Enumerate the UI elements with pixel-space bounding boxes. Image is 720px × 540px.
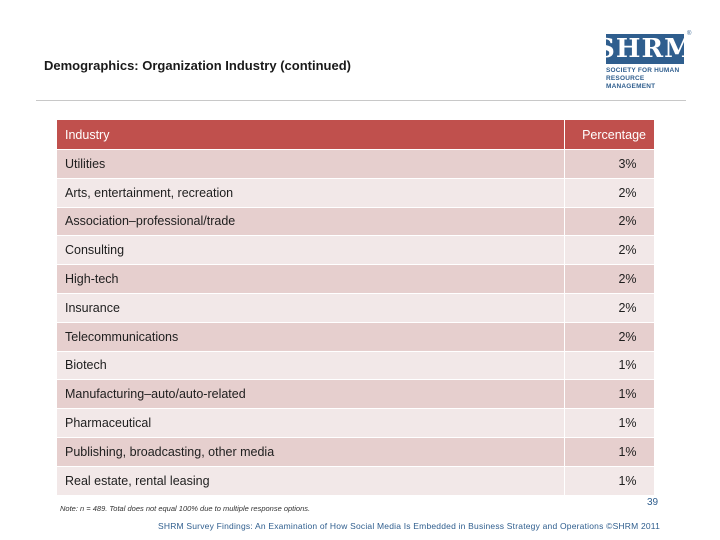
logo-line-1: SOCIETY FOR HUMAN: [606, 67, 680, 74]
table-row: Association–professional/trade 2%: [56, 206, 655, 237]
industry-cell: Real estate, rental leasing: [56, 465, 565, 496]
percentage-cell: 2%: [564, 292, 655, 323]
percentage-cell: 1%: [564, 436, 655, 467]
table-row: Real estate, rental leasing 1%: [56, 465, 655, 496]
table-row: Publishing, broadcasting, other media 1%: [56, 436, 655, 467]
logo-mark: SHRM: [596, 34, 694, 64]
percentage-cell: 3%: [564, 149, 655, 179]
logo-subtitle: SOCIETY FOR HUMAN RESOURCE MANAGEMENT: [606, 67, 688, 91]
logo-trademark: ®: [687, 31, 692, 37]
percentage-cell: 2%: [564, 264, 655, 294]
percentage-cell: 2%: [564, 177, 655, 208]
industry-cell: High-tech: [56, 264, 565, 294]
percentage-cell: 2%: [564, 206, 655, 237]
percentage-cell: 1%: [564, 350, 655, 381]
footer-text: SHRM Survey Findings: An Examination of …: [158, 521, 661, 531]
page-title: Demographics: Organization Industry (con…: [44, 58, 351, 73]
column-header-percentage: Percentage: [564, 119, 655, 150]
percentage-cell: 1%: [564, 465, 655, 496]
industry-cell: Biotech: [56, 350, 565, 381]
column-header-industry: Industry: [56, 119, 565, 150]
table-row: Pharmaceutical 1%: [56, 408, 655, 438]
table-row: Insurance 2%: [56, 292, 655, 323]
table-row: Utilities 3%: [56, 149, 655, 179]
percentage-cell: 1%: [564, 379, 655, 410]
industry-cell: Utilities: [56, 149, 565, 179]
table-row: Arts, entertainment, recreation 2%: [56, 177, 655, 208]
industry-cell: Publishing, broadcasting, other media: [56, 436, 565, 467]
table-note: Note: n = 489. Total does not equal 100%…: [60, 504, 311, 513]
industry-cell: Telecommunications: [56, 321, 565, 352]
industry-cell: Pharmaceutical: [56, 408, 565, 438]
industry-cell: Association–professional/trade: [56, 206, 565, 237]
page-number: 39: [647, 497, 659, 508]
table-header-row: Industry Percentage: [56, 119, 655, 150]
table-row: Telecommunications 2%: [56, 321, 655, 352]
table-row: Manufacturing–auto/auto-related 1%: [56, 379, 655, 410]
industry-cell: Insurance: [56, 292, 565, 323]
table-row: High-tech 2%: [56, 264, 655, 294]
logo-line-2: RESOURCE MANAGEMENT: [606, 75, 656, 90]
industry-table: Industry Percentage Utilities 3% Arts, ent…: [56, 119, 655, 496]
percentage-cell: 2%: [564, 235, 655, 266]
table-row: Consulting 2%: [56, 235, 655, 266]
industry-cell: Manufacturing–auto/auto-related: [56, 379, 565, 410]
percentage-cell: 2%: [564, 321, 655, 352]
shrm-logo: SHRM ® SOCIETY FOR HUMAN RESOURCE MANAGE…: [596, 31, 694, 94]
percentage-cell: 1%: [564, 408, 655, 438]
industry-cell: Consulting: [56, 235, 565, 266]
table-row: Biotech 1%: [56, 350, 655, 381]
industry-cell: Arts, entertainment, recreation: [56, 177, 565, 208]
header-divider: [36, 100, 686, 101]
